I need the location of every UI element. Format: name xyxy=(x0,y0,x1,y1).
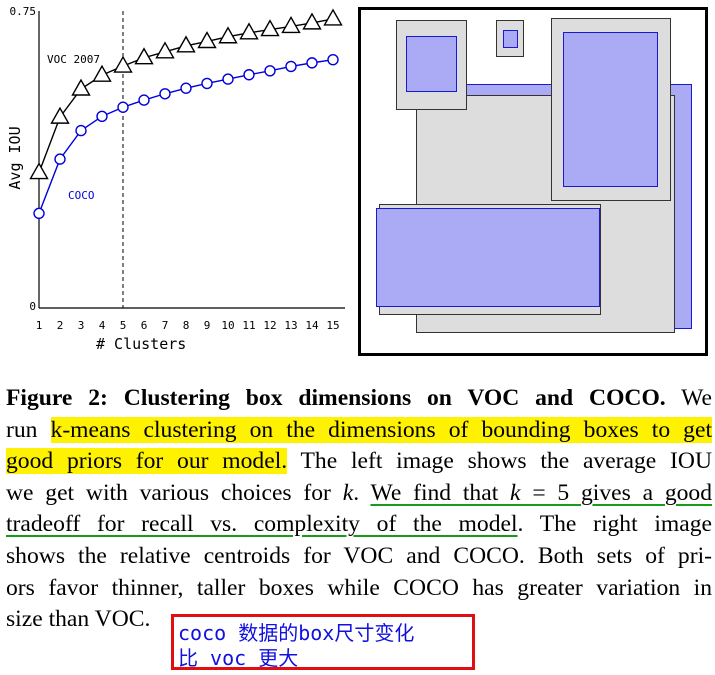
coco-point xyxy=(222,73,234,85)
coco-point xyxy=(306,57,318,69)
handwritten-annotation-box: coco 数据的box尺寸变化 比 voc 更大 xyxy=(171,614,475,670)
x-tick-label: 6 xyxy=(141,319,148,332)
figure-caption: Figure 2: Clustering box dimensions on V… xyxy=(6,383,712,636)
x-tick-label: 2 xyxy=(57,319,64,332)
figure-label: Figure 2: xyxy=(6,385,108,411)
x-tick-label: 8 xyxy=(183,319,190,332)
caption-line: Figure 2: Clustering box dimensions on V… xyxy=(6,385,712,411)
x-tick-label: 15 xyxy=(326,319,339,332)
voc-point xyxy=(218,26,238,44)
annotation-line: coco 数据的box尺寸变化 xyxy=(178,621,415,645)
coco-point xyxy=(159,88,171,100)
x-axis-label: # Clusters xyxy=(96,335,186,353)
voc-point xyxy=(176,35,196,53)
x-tick-label: 1 xyxy=(36,319,43,332)
x-tick-label: 4 xyxy=(99,319,106,332)
voc-point xyxy=(92,64,112,82)
x-tick-labels: 1 2 3 4 5 6 7 8 9 10 11 12 13 14 15 xyxy=(36,319,340,332)
voc-point xyxy=(323,8,343,26)
voc-point xyxy=(134,47,154,65)
x-tick-label: 3 xyxy=(78,319,85,332)
caption-line: ors favor thinner, taller boxes while CO… xyxy=(6,574,712,601)
highlight: good priors for our model. xyxy=(6,448,288,475)
coco-point xyxy=(201,77,213,90)
coco-centroid-box xyxy=(406,36,457,92)
x-tick-label: 9 xyxy=(204,319,211,332)
figure-title: Clustering box dimensions on VOC and COC… xyxy=(123,385,666,411)
y-axis-label: Avg IOU xyxy=(6,126,24,189)
coco-point xyxy=(327,54,339,66)
x-tick-label: 13 xyxy=(284,319,297,332)
coco-centroid-box xyxy=(376,208,600,307)
voc-point xyxy=(50,106,70,124)
voc-point xyxy=(155,41,175,59)
voc-point xyxy=(197,31,217,49)
legend-coco-label: COCO xyxy=(68,189,95,202)
iou-chart: 1 2 3 4 5 6 7 8 9 10 11 12 13 14 15 00.75 # Clusters A… xyxy=(6,5,345,353)
y-tick-label: 0.75 xyxy=(10,5,37,18)
voc-point xyxy=(71,78,91,96)
coco-point xyxy=(138,94,150,106)
voc-point xyxy=(113,55,133,73)
x-tick-label: 10 xyxy=(221,319,234,332)
voc-point xyxy=(302,12,322,30)
caption-line: shows the relative centroids for VOC and… xyxy=(6,542,712,569)
green-underline: tradeoff for recall vs. complexity of th… xyxy=(6,511,518,538)
coco-point xyxy=(264,65,276,77)
x-tick-label: 14 xyxy=(305,319,319,332)
caption-line: we get with various choices for k. We fi… xyxy=(6,479,713,506)
centroid-panel xyxy=(358,7,708,356)
annotation-line: 比 voc 更大 xyxy=(178,646,299,670)
coco-point xyxy=(96,110,108,123)
green-underline: We find that k = 5 gives a good xyxy=(370,479,713,506)
coco-point xyxy=(117,101,129,113)
voc-point xyxy=(281,16,301,34)
voc-point xyxy=(239,22,259,40)
voc-point xyxy=(260,19,280,37)
coco-point xyxy=(180,82,192,94)
y-tick-labels: 00.75 xyxy=(10,5,37,313)
caption-line: size than VOC. xyxy=(6,606,151,633)
coco-point xyxy=(75,124,87,137)
x-tick-label: 5 xyxy=(120,319,127,332)
coco-point xyxy=(285,60,297,73)
legend-voc-label: VOC 2007 xyxy=(47,53,100,66)
coco-centroid-box xyxy=(503,30,518,48)
coco-point xyxy=(54,153,66,165)
series-layer xyxy=(29,8,343,220)
y-tick-label: 0 xyxy=(29,300,36,313)
x-tick-label: 11 xyxy=(242,319,255,332)
x-tick-label: 12 xyxy=(263,319,276,332)
coco-point xyxy=(33,207,45,220)
caption-line: run k-means clustering on the dimensions… xyxy=(6,416,712,443)
coco-point xyxy=(243,69,255,81)
coco-centroid-box xyxy=(563,32,658,187)
x-tick-label: 7 xyxy=(162,319,169,332)
caption-line: good priors for our model. The left imag… xyxy=(6,448,712,475)
caption-line: tradeoff for recall vs. complexity of th… xyxy=(6,511,712,538)
highlight: k-means clustering on the dimensions of … xyxy=(50,416,712,443)
voc-point xyxy=(29,162,49,180)
